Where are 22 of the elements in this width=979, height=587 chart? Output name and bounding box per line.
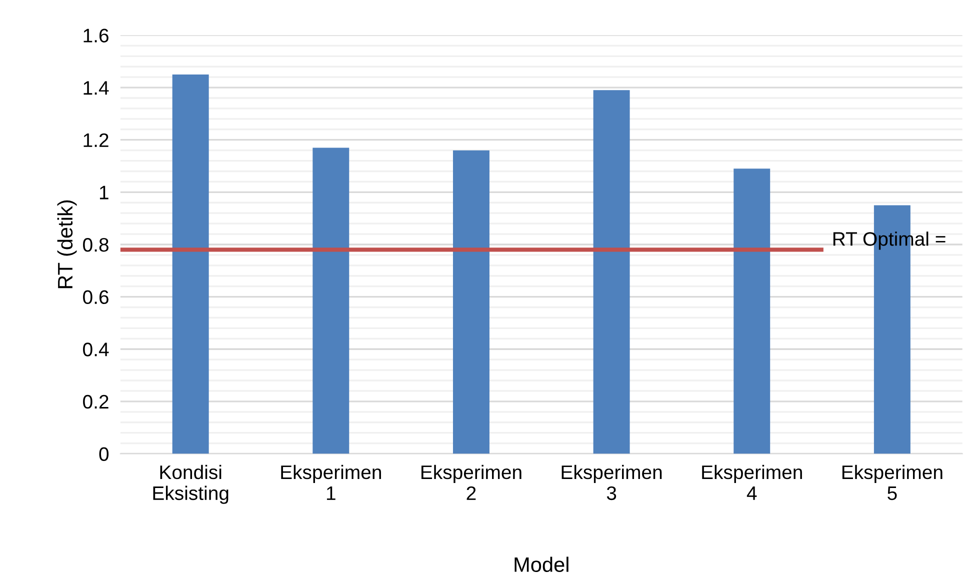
x-tick-label: Eksperimen 5: [842, 464, 942, 500]
y-tick-label: 1: [100, 186, 108, 200]
y-tick-label: 0.4: [83, 342, 109, 356]
x-tick-label: Eksperimen 4: [702, 464, 802, 500]
y-tick-label: 0.6: [83, 290, 108, 304]
bar: [593, 90, 630, 454]
bar: [734, 168, 770, 454]
y-tick-label: 0: [99, 447, 109, 461]
x-tick-label: Kondisi Eksisting: [153, 464, 228, 504]
bar: [452, 150, 490, 454]
x-tick-label: Eksperimen 3: [562, 464, 662, 500]
y-axis-title: RT (detik): [57, 200, 77, 288]
y-tick-label: 1.4: [84, 81, 109, 95]
x-axis-title: Model: [514, 556, 568, 572]
bar: [312, 148, 350, 454]
bar: [172, 74, 209, 454]
x-tick-label: Eksperimen 2: [421, 464, 522, 500]
y-tick-label: 1.6: [84, 28, 108, 42]
x-tick-label: Eksperimen 1: [281, 464, 381, 500]
y-tick-label: 1.2: [84, 133, 108, 147]
y-tick-label: 0.8: [83, 238, 108, 252]
y-tick-label: 0.2: [83, 394, 108, 409]
